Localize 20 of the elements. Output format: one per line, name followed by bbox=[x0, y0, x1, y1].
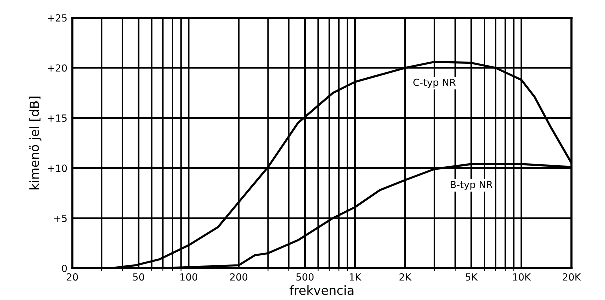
x-tick-label: 200 bbox=[230, 274, 248, 281]
series-label: B-typ NR bbox=[450, 181, 493, 190]
x-tick-label: 20K bbox=[563, 274, 582, 281]
x-tick-label: 50 bbox=[133, 274, 144, 281]
y-tick-label: 0 bbox=[62, 264, 68, 272]
y-axis-title: kimenő jel [dB] bbox=[29, 96, 42, 190]
y-tick-label: +25 bbox=[48, 14, 67, 22]
x-tick-label: 10K bbox=[513, 274, 532, 281]
x-tick-label: 100 bbox=[180, 274, 198, 281]
x-tick-label: 500 bbox=[296, 274, 314, 281]
series-label: C-typ NR bbox=[414, 78, 456, 88]
x-axis-title: frekvencia bbox=[290, 286, 354, 296]
x-tick-label: 1K bbox=[350, 274, 362, 281]
y-tick-label: +10 bbox=[48, 164, 68, 172]
y-tick-label: +15 bbox=[48, 114, 67, 122]
x-tick-label: 2K bbox=[400, 274, 412, 281]
y-tick-label: +5 bbox=[54, 215, 67, 222]
x-tick-label: 20 bbox=[67, 274, 78, 281]
x-tick-label: 5K bbox=[466, 274, 478, 281]
y-tick-label: +20 bbox=[48, 64, 68, 72]
